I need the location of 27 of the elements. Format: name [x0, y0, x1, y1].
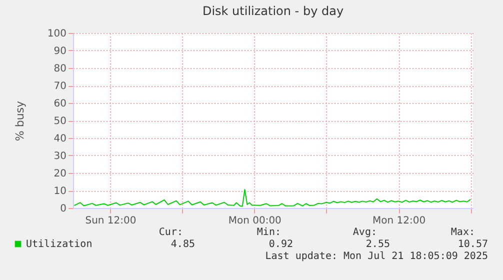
text: Avg: — [352, 227, 377, 238]
line-series — [74, 188, 472, 207]
text: 2.55 — [366, 239, 390, 250]
y-tick-label: 40 — [54, 134, 66, 144]
chart-title: Disk utilization - by day — [202, 4, 344, 18]
y-tick-label: 50 — [54, 116, 66, 127]
y-tick-label: 10 — [54, 186, 66, 197]
text: 4.85 — [170, 239, 195, 250]
text: Min: — [256, 227, 281, 238]
text: 10.57 — [458, 239, 488, 250]
legend-label: Utilization — [26, 239, 92, 250]
x-tick-label: Sun 12:00 — [85, 216, 136, 226]
y-tick-label: 100 — [47, 28, 66, 40]
x-tick-label: Mon 12:00 — [372, 216, 426, 226]
y-axis-title: % busy — [13, 100, 26, 142]
y-tick-label: 60 — [54, 98, 66, 110]
y-tick-label: 90 — [54, 46, 66, 57]
text: 0.92 — [268, 239, 293, 250]
text: Max: — [450, 227, 475, 238]
x-tick-label: Mon 00:00 — [228, 216, 282, 226]
y-tick-label: 80 — [54, 64, 66, 74]
y-tick-label: 20 — [54, 168, 66, 180]
text: Last update: Mon Jul 21 18:05:09 2025 — [265, 251, 488, 262]
text: Cur: — [158, 227, 183, 238]
y-tick-label: 70 — [54, 81, 66, 92]
y-tick-label: 30 — [54, 151, 66, 162]
y-tick-label: 0 — [60, 204, 66, 214]
